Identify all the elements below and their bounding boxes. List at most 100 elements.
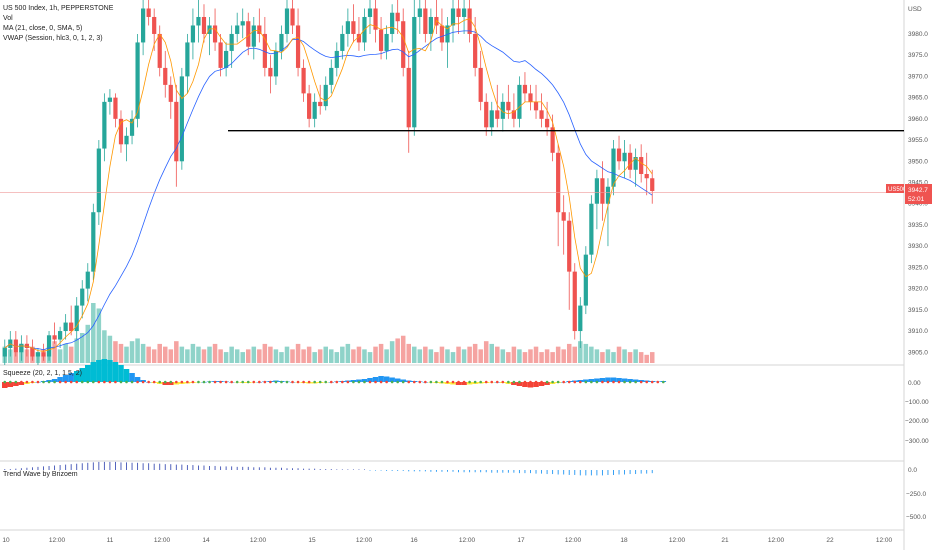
volume-bar (367, 352, 373, 363)
volume-bar (351, 349, 356, 363)
volume-bar (301, 349, 306, 363)
volume-bar (555, 346, 561, 363)
volume-bar (461, 349, 467, 363)
volume-bar (578, 341, 583, 363)
volume-bar (423, 346, 428, 363)
volume-bar (445, 349, 450, 363)
squeeze-dot (401, 380, 405, 384)
trend-axis-2: −500.0 (906, 514, 926, 521)
price-axis-label: 3955.0 (908, 137, 928, 144)
candle (102, 93, 107, 162)
squeeze-dot (285, 380, 289, 384)
squeeze-dot (20, 380, 23, 384)
candle (163, 50, 168, 98)
legend-vwap: VWAP (Session, hlc3, 0, 1, 2, 3) (3, 35, 103, 42)
squeeze-dot (280, 380, 283, 384)
candle (556, 144, 561, 247)
candle (367, 0, 373, 34)
candle (423, 0, 428, 43)
candle (478, 50, 483, 111)
candle (146, 0, 151, 26)
squeeze-dot (656, 380, 660, 384)
candle (2, 339, 7, 365)
price-axis-label: 3960.0 (908, 116, 928, 123)
volume-bar (146, 346, 151, 363)
time-axis-label: 22 (826, 537, 834, 544)
volume-bar (478, 349, 483, 363)
candle (41, 343, 46, 361)
squeeze-dot (219, 380, 222, 384)
squeeze-dot (462, 380, 466, 384)
candle (129, 110, 135, 145)
squeeze-dot (363, 380, 366, 384)
candle (351, 4, 356, 43)
squeeze-bar (378, 376, 384, 382)
squeeze-bar (73, 371, 80, 382)
last-price-tag: US500 3942.7 52:01 (886, 184, 932, 204)
volume-bar (135, 338, 140, 363)
candle (240, 8, 245, 39)
candle (539, 93, 544, 128)
squeeze-dot (224, 380, 228, 384)
squeeze-bar (162, 382, 169, 385)
candle (118, 110, 124, 153)
squeeze-dot (435, 380, 438, 384)
squeeze-bar (79, 368, 85, 382)
candle (301, 59, 306, 102)
squeeze-dot (269, 380, 272, 384)
price-axis-label: 3945.0 (908, 180, 928, 187)
candle (345, 8, 350, 47)
candle (428, 8, 433, 51)
price-axis-label: 3925.0 (908, 264, 928, 271)
candle (312, 93, 317, 128)
squeeze-dot (141, 380, 145, 384)
volume-bar (52, 341, 57, 363)
candle (251, 16, 256, 60)
candle (141, 0, 146, 56)
candle (284, 0, 290, 43)
squeeze-dot (650, 380, 654, 384)
volume-bar (257, 349, 262, 363)
time-axis-label: 21 (721, 537, 729, 544)
volume-bar (118, 343, 124, 363)
squeeze-dot (523, 380, 527, 384)
trend-wave-histogram (4, 461, 653, 476)
squeeze-dot (147, 380, 150, 384)
squeeze-bar (112, 362, 119, 382)
squeeze-bar (18, 382, 25, 385)
squeeze-dot (556, 380, 560, 384)
squeeze-dot (595, 380, 599, 384)
squeeze-dot (424, 380, 427, 384)
squeeze-dot (412, 380, 416, 384)
volume-bar (362, 349, 367, 363)
candle (318, 84, 323, 115)
squeeze-dot (335, 380, 339, 384)
squeeze-dot (313, 380, 316, 384)
candle (279, 25, 284, 60)
volume-bar (124, 346, 129, 363)
volume-bar (517, 349, 522, 363)
volume-bar (356, 346, 362, 363)
candle (340, 25, 345, 60)
candle (91, 203, 96, 281)
candle (80, 280, 85, 319)
volume-bar (174, 341, 179, 363)
candle (495, 84, 500, 128)
vwap-line (4, 18, 653, 352)
squeeze-dot (479, 380, 482, 384)
squeeze-dot (584, 380, 588, 384)
volume-bar (622, 349, 627, 363)
candle (461, 0, 467, 34)
squeeze-dot (623, 380, 626, 384)
squeeze-bar (621, 378, 628, 382)
candle (467, 0, 472, 43)
volume-bar (295, 343, 301, 363)
squeeze-dot (390, 380, 394, 384)
squeeze-dot (180, 380, 184, 384)
squeeze-dot (274, 380, 278, 384)
squeeze-dot (230, 380, 233, 384)
volume-bar (251, 346, 257, 363)
squeeze-dot (296, 380, 300, 384)
squeeze-dot (25, 380, 29, 384)
squeeze-bar (538, 382, 545, 386)
